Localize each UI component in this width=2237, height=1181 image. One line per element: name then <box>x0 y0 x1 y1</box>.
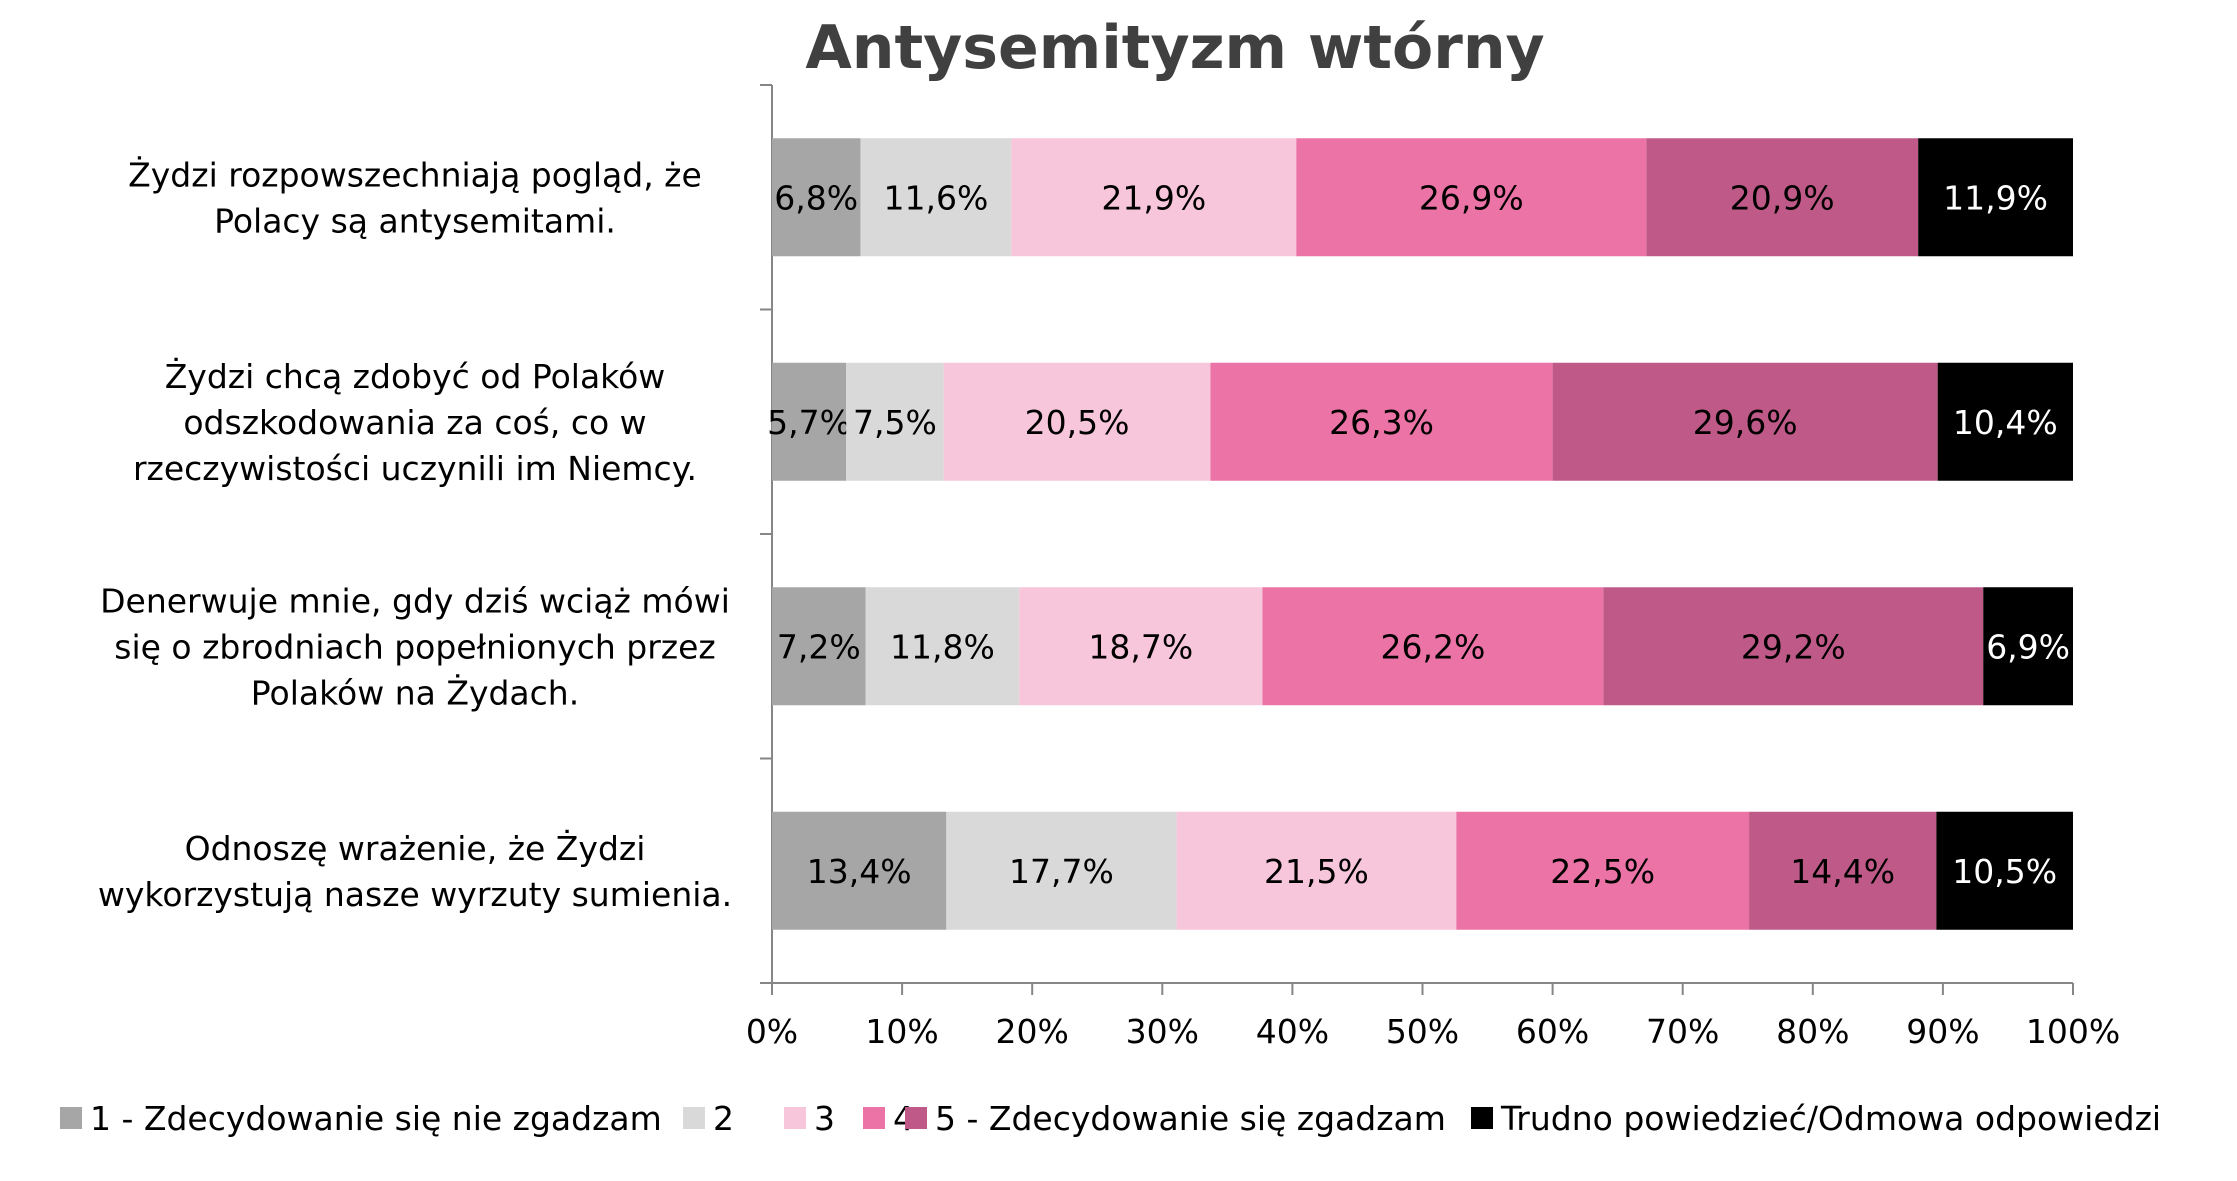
bar-segment <box>1210 362 1553 481</box>
data-label: 10,4% <box>1953 403 2058 442</box>
bar-segment <box>1019 587 1263 706</box>
category-label: Żydzi rozpowszechniają pogląd, że Polacy … <box>128 155 702 240</box>
bar-segment <box>1262 587 1604 706</box>
bar-segment <box>1749 811 1937 930</box>
bar-segment <box>943 362 1211 481</box>
data-label: 29,2% <box>1741 627 1846 666</box>
bar-segment <box>772 811 947 930</box>
data-label: 21,9% <box>1101 178 1206 217</box>
bar-segment <box>946 811 1177 930</box>
chart-title: Antysemityzm wtórny <box>805 13 1544 83</box>
data-label: 10,5% <box>1952 852 2057 891</box>
legend-swatch <box>784 1107 806 1129</box>
bar-segment <box>772 587 866 706</box>
data-label: 29,6% <box>1693 403 1798 442</box>
data-label: 14,4% <box>1790 852 1895 891</box>
data-label: 11,6% <box>884 178 989 217</box>
category-label-line: rzeczywistości uczynili im Niemcy. <box>133 449 697 488</box>
data-label: 17,7% <box>1009 852 1114 891</box>
data-label: 11,8% <box>890 627 995 666</box>
bar-segment <box>772 362 847 481</box>
x-tick-label: 90% <box>1906 1012 1979 1051</box>
category-label-line: odszkodowania za coś, co w <box>183 403 646 442</box>
data-label: 5,7% <box>767 403 851 442</box>
x-tick-label: 10% <box>865 1012 938 1051</box>
legend-label: Trudno powiedzieć/Odmowa odpowiedzi <box>1500 1099 2161 1138</box>
bar-segment <box>1552 362 1938 481</box>
data-label: 7,2% <box>777 627 861 666</box>
x-tick-label: 40% <box>1256 1012 1329 1051</box>
legend-label: 5 - Zdecydowanie się zgadzam <box>935 1099 1446 1138</box>
category-label-line: Polaków na Żydach. <box>251 673 579 712</box>
category-label-line: Żydzi rozpowszechniają pogląd, że <box>128 155 702 194</box>
data-label: 13,4% <box>807 852 912 891</box>
category-label-line: Żydzi chcą zdobyć od Polaków <box>165 357 666 396</box>
data-label: 20,9% <box>1730 178 1835 217</box>
x-tick-label: 50% <box>1386 1012 1459 1051</box>
legend-swatch <box>60 1107 82 1129</box>
data-label: 20,5% <box>1025 403 1130 442</box>
category-label-line: Polacy są antysemitami. <box>214 201 616 240</box>
category-label-line: Odnoszę wrażenie, że Żydzi <box>185 829 646 868</box>
legend-label: 3 <box>814 1099 835 1138</box>
bar-segment <box>846 362 944 481</box>
category-label: Żydzi chcą zdobyć od Polaków odszkodowani… <box>133 357 697 488</box>
data-label: 22,5% <box>1550 852 1655 891</box>
bar-segment <box>1983 587 2073 706</box>
category-label-line: się o zbrodniach popełnionych przez <box>114 627 715 666</box>
data-label: 26,3% <box>1329 403 1434 442</box>
x-tick-label: 100% <box>2026 1012 2120 1051</box>
category-label-line: Denerwuje mnie, gdy dziś wciąż mówi <box>100 581 730 620</box>
data-label: 6,9% <box>1986 627 2070 666</box>
bar-segment <box>1937 362 2073 481</box>
bar-segment <box>1176 811 1457 930</box>
legend-swatch <box>683 1107 705 1129</box>
x-tick-label: 70% <box>1646 1012 1719 1051</box>
data-label: 7,5% <box>853 403 937 442</box>
legend: 1 - Zdecydowanie się nie zgadzam 2 3 4 5 - Z… <box>60 1099 2161 1138</box>
legend-swatch <box>1471 1107 1493 1129</box>
data-label: 26,2% <box>1380 627 1485 666</box>
category-label-line: wykorzystują nasze wyrzuty sumienia. <box>98 875 732 914</box>
x-tick-labels: 0% 10% 20% 30% 40% 50% 60% 70% 80% 90% 100% <box>746 1012 2120 1051</box>
bars: 6,8% 11,6% 21,9% 26,9% 20,9% 11,9% 5,7% 7,5% 20,… <box>767 138 2073 930</box>
bar-segment <box>1011 138 1297 257</box>
bar-segment <box>1936 811 2073 930</box>
data-label: 11,9% <box>1943 178 2048 217</box>
data-label: 18,7% <box>1088 627 1193 666</box>
legend-label: 1 - Zdecydowanie się nie zgadzam <box>90 1099 662 1138</box>
bar-segment <box>772 138 861 257</box>
x-tick-label: 80% <box>1776 1012 1849 1051</box>
bar-segment <box>1456 811 1750 930</box>
category-label: Odnoszę wrażenie, że Żydzi wykorzystują n… <box>98 829 732 914</box>
bar-segment <box>1603 587 1984 706</box>
data-label: 26,9% <box>1419 178 1524 217</box>
category-labels: Żydzi rozpowszechniają pogląd, że Polacy … <box>98 155 732 914</box>
bar-segment <box>860 138 1012 257</box>
bar-segment <box>865 587 1020 706</box>
data-label: 6,8% <box>774 178 858 217</box>
data-label: 21,5% <box>1264 852 1369 891</box>
x-tick-label: 30% <box>1126 1012 1199 1051</box>
legend-label: 2 <box>713 1099 734 1138</box>
x-tick-label: 60% <box>1516 1012 1589 1051</box>
legend-swatch <box>905 1107 927 1129</box>
bar-segment <box>1918 138 2073 257</box>
x-tick-label: 20% <box>996 1012 1069 1051</box>
bar-segment <box>1296 138 1647 257</box>
x-tick-label: 0% <box>746 1012 798 1051</box>
bar-segment <box>1646 138 1919 257</box>
category-label: Denerwuje mnie, gdy dziś wciąż mówi się o… <box>100 581 730 712</box>
legend-swatch <box>863 1107 885 1129</box>
